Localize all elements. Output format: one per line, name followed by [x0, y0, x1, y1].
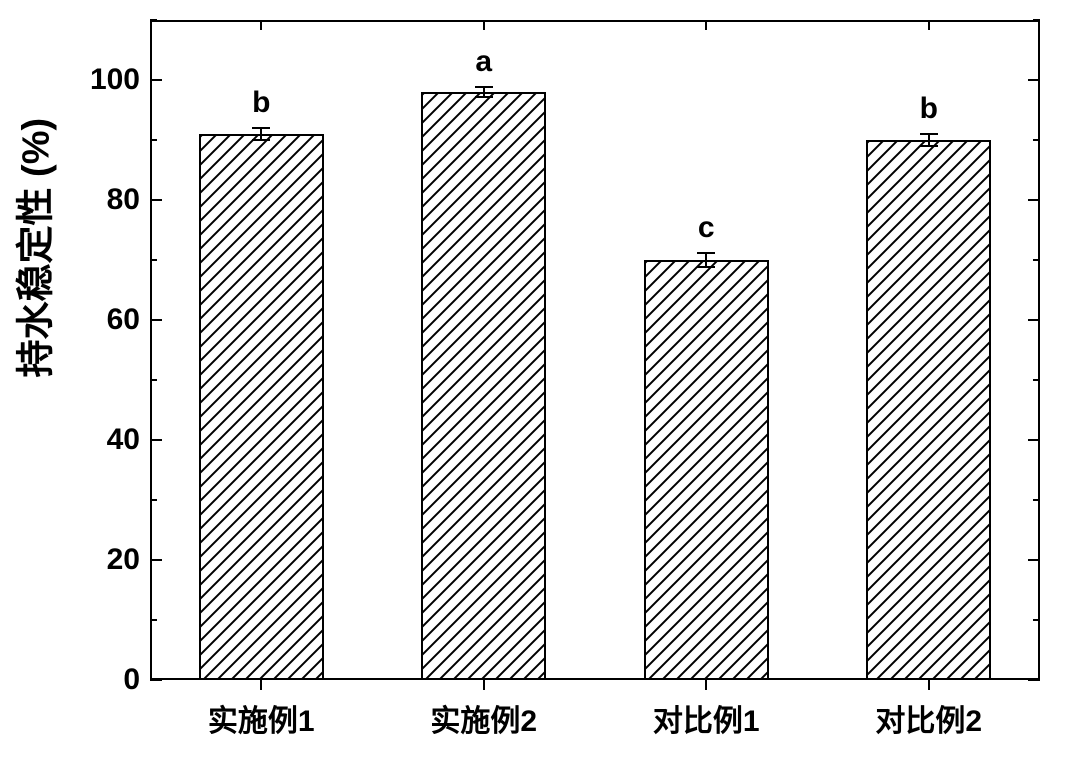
x-tick-mark: [483, 680, 485, 690]
error-bar-cap: [697, 266, 715, 268]
bar-hatch: [868, 142, 989, 678]
y-minor-tick-mark: [1033, 619, 1040, 621]
x-tick-mark: [928, 680, 930, 690]
y-minor-tick-mark: [1033, 379, 1040, 381]
significance-label: b: [899, 92, 959, 126]
y-minor-tick-mark: [150, 259, 157, 261]
significance-label: c: [676, 211, 736, 245]
error-bar-cap: [252, 127, 270, 129]
error-bar-cap: [920, 145, 938, 147]
significance-label: b: [231, 86, 291, 120]
y-tick-mark: [150, 199, 162, 201]
y-minor-tick-mark: [150, 499, 157, 501]
y-minor-tick-mark: [150, 619, 157, 621]
x-tick-label: 对比例1: [606, 696, 806, 740]
error-bar-cap: [475, 96, 493, 98]
x-tick-mark: [928, 20, 930, 30]
y-minor-tick-mark: [150, 139, 157, 141]
x-tick-mark: [483, 20, 485, 30]
y-axis-label: 持水稳定性 (%): [5, 338, 60, 378]
bar-hatch: [646, 262, 767, 678]
bar-hatch: [423, 94, 544, 678]
significance-label: a: [454, 45, 514, 79]
y-tick-label: 100: [70, 63, 140, 97]
y-minor-tick-mark: [1033, 139, 1040, 141]
error-bar-cap: [475, 86, 493, 88]
error-bar: [705, 253, 707, 267]
x-tick-mark: [260, 20, 262, 30]
y-tick-mark: [150, 679, 162, 681]
bar: [866, 140, 991, 680]
y-tick-label: 0: [70, 663, 140, 697]
y-minor-tick-mark: [150, 19, 157, 21]
error-bar-cap: [920, 133, 938, 135]
y-tick-mark: [150, 79, 162, 81]
bar-hatch: [201, 136, 322, 678]
y-tick-mark: [1028, 679, 1040, 681]
bar-chart: 持水稳定性 (%) 0 20 40 60 80 100 实施例1 实施例2 对比例1 对比例2 b…: [0, 0, 1079, 763]
bar: [421, 92, 546, 680]
bar: [199, 134, 324, 680]
x-tick-label: 实施例1: [161, 696, 361, 740]
y-tick-mark: [1028, 79, 1040, 81]
x-tick-mark: [705, 680, 707, 690]
y-tick-mark: [1028, 199, 1040, 201]
y-tick-label: 60: [70, 303, 140, 337]
x-tick-mark: [705, 20, 707, 30]
y-tick-mark: [150, 319, 162, 321]
error-bar-cap: [697, 252, 715, 254]
y-minor-tick-mark: [1033, 19, 1040, 21]
error-bar-cap: [252, 139, 270, 141]
y-tick-mark: [150, 439, 162, 441]
y-tick-mark: [1028, 319, 1040, 321]
y-tick-mark: [1028, 439, 1040, 441]
x-tick-label: 对比例2: [829, 696, 1029, 740]
y-minor-tick-mark: [1033, 259, 1040, 261]
y-tick-mark: [150, 559, 162, 561]
y-tick-mark: [1028, 559, 1040, 561]
y-minor-tick-mark: [1033, 499, 1040, 501]
x-tick-mark: [260, 680, 262, 690]
y-tick-label: 40: [70, 423, 140, 457]
x-tick-label: 实施例2: [384, 696, 584, 740]
bar: [644, 260, 769, 680]
y-tick-label: 80: [70, 183, 140, 217]
y-minor-tick-mark: [150, 379, 157, 381]
y-tick-label: 20: [70, 543, 140, 577]
